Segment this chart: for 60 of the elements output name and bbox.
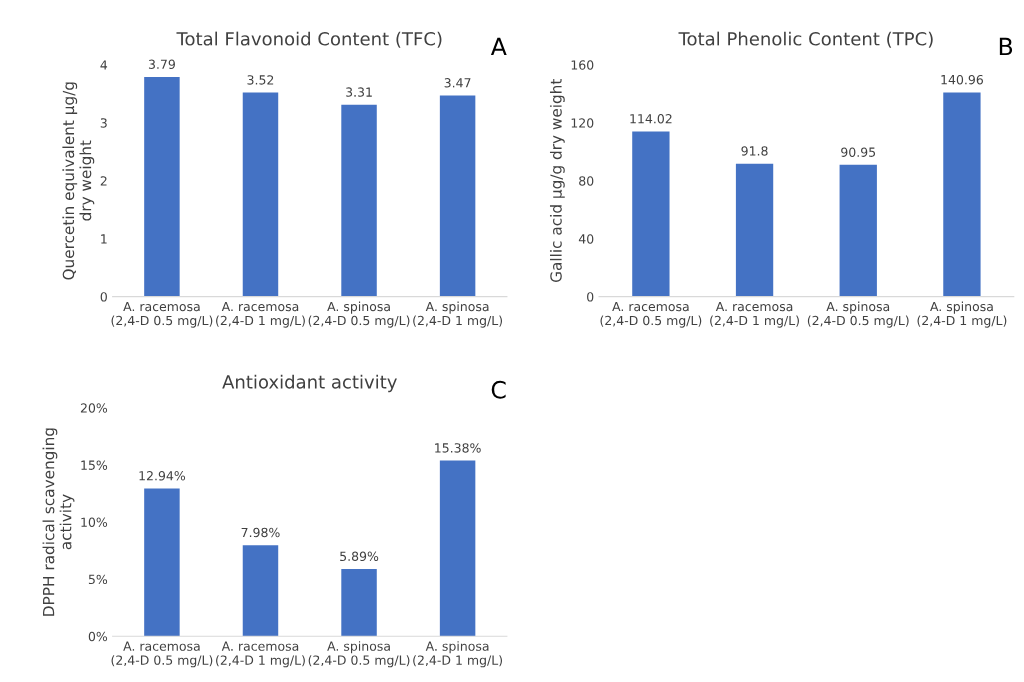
text: B bbox=[999, 37, 1013, 56]
data-label: 114.02 bbox=[630, 113, 672, 124]
data-label: 3.79 bbox=[148, 59, 175, 69]
bar bbox=[439, 460, 476, 637]
y-tick-label: 10% bbox=[81, 517, 108, 527]
data-label: 3.31 bbox=[346, 87, 372, 97]
chart-title: Antioxidant activity bbox=[222, 374, 397, 393]
text: C bbox=[491, 380, 506, 399]
y-tick-label: 0 bbox=[587, 292, 594, 302]
x-tick-label: A. racemosa (2,4-D 1 mg/L) bbox=[216, 641, 305, 668]
bar bbox=[839, 164, 877, 297]
data-label: 90.95 bbox=[841, 147, 876, 157]
y-tick-label: 160 bbox=[571, 60, 594, 70]
bar bbox=[242, 545, 279, 637]
data-label: 7.98% bbox=[241, 527, 280, 538]
x-tick-label: A. spinosa (2,4-D 0.5 mg/L) bbox=[308, 301, 410, 328]
data-label: 3.52 bbox=[247, 75, 274, 85]
data-label: 15.38% bbox=[435, 443, 481, 453]
text: A bbox=[490, 37, 507, 56]
bar bbox=[943, 92, 981, 297]
chart-title: Total Flavonoid Content (TFC) bbox=[176, 31, 442, 48]
x-tick-label: A. spinosa (2,4-D 1 mg/L) bbox=[917, 301, 1007, 328]
data-label: 91.8 bbox=[741, 146, 768, 156]
bar bbox=[341, 569, 377, 637]
y-tick-label: 40 bbox=[578, 234, 594, 244]
y-tick-label: 120 bbox=[571, 118, 594, 128]
y-axis-title: Gallic acid µg/g dry weight bbox=[549, 78, 565, 282]
x-tick-label: A. racemosa (2,4-D 1 mg/L) bbox=[216, 301, 305, 328]
x-tick-label: A. spinosa (2,4-D 1 mg/L) bbox=[413, 301, 502, 328]
y-tick-label: 0% bbox=[88, 631, 108, 642]
y-axis-title: Quercetin equivalent µg/g dry weight bbox=[62, 82, 95, 280]
data-label: 3.47 bbox=[444, 78, 471, 88]
bar bbox=[144, 76, 180, 297]
x-tick-label: A. spinosa (2,4-D 0.5 mg/L) bbox=[308, 641, 410, 668]
y-tick-label: 5% bbox=[88, 574, 108, 585]
y-tick-label: 0 bbox=[100, 292, 107, 302]
y-tick-label: 15% bbox=[81, 460, 108, 470]
chart-title: Total Phenolic Content (TPC) bbox=[678, 31, 933, 48]
y-axis-title: DPPH radical scavenging activity bbox=[42, 428, 75, 616]
x-tick-label: A. racemosa (2,4-D 0.5 mg/L) bbox=[111, 641, 213, 668]
x-tick-label: A. racemosa (2,4-D 0.5 mg/L) bbox=[600, 301, 702, 328]
x-tick-label: A. spinosa (2,4-D 0.5 mg/L) bbox=[807, 301, 909, 328]
data-label: 5.89% bbox=[340, 551, 379, 562]
data-label: 140.96 bbox=[941, 74, 983, 85]
bar bbox=[341, 104, 377, 297]
y-tick-label: 80 bbox=[579, 176, 594, 186]
y-tick-label: 1 bbox=[101, 234, 107, 244]
bar bbox=[242, 92, 279, 297]
data-label: 12.94% bbox=[139, 471, 186, 481]
x-tick-label: A. racemosa (2,4-D 1 mg/L) bbox=[710, 301, 799, 328]
bar bbox=[439, 95, 476, 297]
y-tick-label: 2 bbox=[100, 176, 107, 186]
bar bbox=[735, 163, 774, 297]
y-tick-label: 20% bbox=[80, 403, 108, 413]
y-tick-label: 4 bbox=[100, 60, 108, 70]
x-tick-label: A. racemosa (2,4-D 0.5 mg/L) bbox=[111, 301, 213, 328]
bar bbox=[632, 131, 670, 297]
x-tick-label: A. spinosa (2,4-D 1 mg/L) bbox=[413, 641, 502, 668]
y-tick-label: 3 bbox=[100, 118, 107, 128]
bar bbox=[144, 488, 180, 637]
